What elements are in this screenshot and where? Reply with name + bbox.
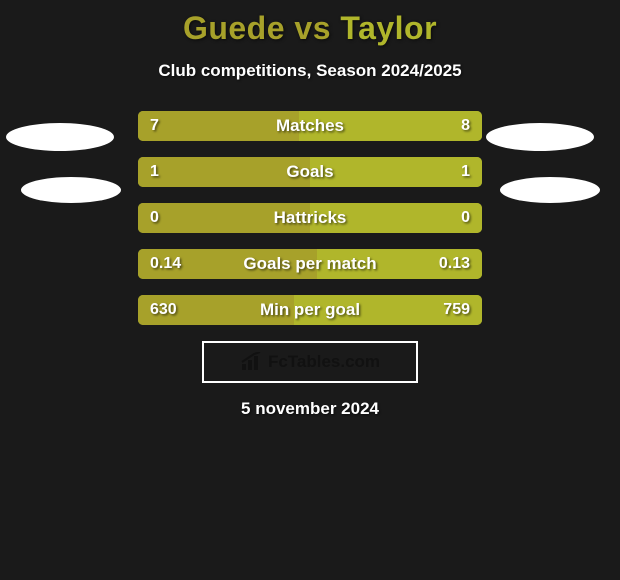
- brand-link[interactable]: FcTables.com: [202, 341, 418, 383]
- stat-row: 7 Matches 8: [138, 111, 482, 141]
- vs-text: vs: [294, 10, 331, 46]
- stats-container: 7 Matches 8 1 Goals 1 0 Hattricks 0 0.14…: [138, 111, 482, 325]
- value-right: 8: [461, 111, 470, 141]
- stat-label: Min per goal: [138, 295, 482, 325]
- decorative-ellipse: [21, 177, 121, 203]
- stat-row: 0 Hattricks 0: [138, 203, 482, 233]
- subtitle: Club competitions, Season 2024/2025: [0, 61, 620, 81]
- stat-row: 1 Goals 1: [138, 157, 482, 187]
- decorative-ellipse: [486, 123, 594, 151]
- stat-label: Hattricks: [138, 203, 482, 233]
- stat-row: 0.14 Goals per match 0.13: [138, 249, 482, 279]
- stat-row: 630 Min per goal 759: [138, 295, 482, 325]
- value-right: 0.13: [439, 249, 470, 279]
- brand-text: FcTables.com: [268, 352, 380, 372]
- stat-label: Matches: [138, 111, 482, 141]
- bar-chart-icon: [240, 352, 264, 372]
- value-right: 1: [461, 157, 470, 187]
- stat-label: Goals per match: [138, 249, 482, 279]
- date-text: 5 november 2024: [0, 399, 620, 419]
- value-right: 0: [461, 203, 470, 233]
- decorative-ellipse: [500, 177, 600, 203]
- decorative-ellipse: [6, 123, 114, 151]
- comparison-widget: Guede vs Taylor Club competitions, Seaso…: [0, 0, 620, 580]
- stat-label: Goals: [138, 157, 482, 187]
- value-right: 759: [443, 295, 470, 325]
- page-title: Guede vs Taylor: [0, 0, 620, 47]
- player2-name: Taylor: [340, 10, 437, 46]
- player1-name: Guede: [183, 10, 285, 46]
